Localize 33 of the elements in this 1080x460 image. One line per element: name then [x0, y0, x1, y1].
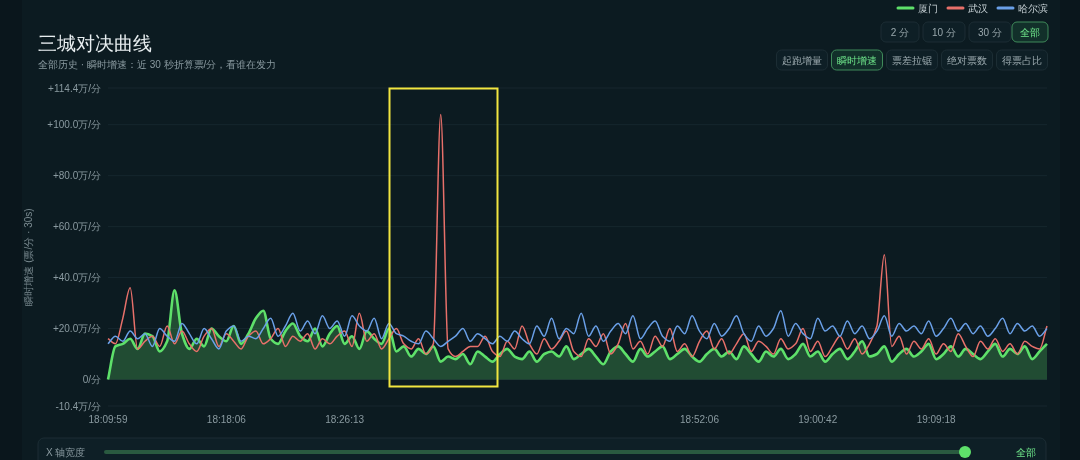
text: 票差拉锯	[892, 54, 932, 66]
y-tick-label: +80.0万/分	[52, 170, 101, 182]
y-tick-label: +60.0万/分	[52, 221, 101, 233]
x-tick-label: 18:52:06	[680, 414, 720, 425]
text: X 轴宽度	[46, 447, 86, 458]
y-tick-label: +20.0万/分	[52, 323, 101, 335]
legend-label: 厦门	[918, 3, 938, 14]
text: 瞬时增速	[837, 54, 877, 66]
y-tick-label: +100.0万/分	[47, 119, 101, 131]
x-tick-label: 18:18:06	[206, 414, 247, 425]
text: 2 分	[890, 26, 910, 38]
text: 10 分	[932, 26, 956, 38]
x-tick-label: 18:26:13	[325, 414, 365, 425]
x-tick-label: 18:09:59	[88, 414, 128, 425]
text: 得票占比	[1002, 54, 1042, 66]
y-axis-title: 瞬时增速 (票/分 · 30s)	[23, 208, 34, 306]
text: 全部	[1020, 26, 1040, 38]
text: 绝对票数	[947, 54, 987, 66]
y-tick-label: +40.0万/分	[52, 272, 101, 284]
legend-label: 哈尔滨	[1018, 3, 1048, 14]
text: 30 分	[978, 26, 1002, 38]
chart-subtitle: 全部历史 · 瞬时增速：近 30 秒折算票/分，看谁在发力	[38, 59, 277, 70]
y-tick-label: -10.4万/分	[55, 400, 101, 412]
legend-label: 武汉	[968, 3, 988, 14]
text: 全部	[1016, 447, 1036, 458]
line-series	[107, 113, 1048, 358]
x-tick-label: 19:00:42	[798, 414, 838, 425]
y-tick-label: +114.4万/分	[48, 82, 101, 94]
x-tick-label: 19:09:18	[916, 414, 956, 425]
y-tick-label: 0/分	[82, 374, 101, 385]
text: 起跑增量	[782, 54, 822, 66]
line-series	[107, 309, 1048, 350]
chart-title: 三城对决曲线	[38, 33, 152, 54]
